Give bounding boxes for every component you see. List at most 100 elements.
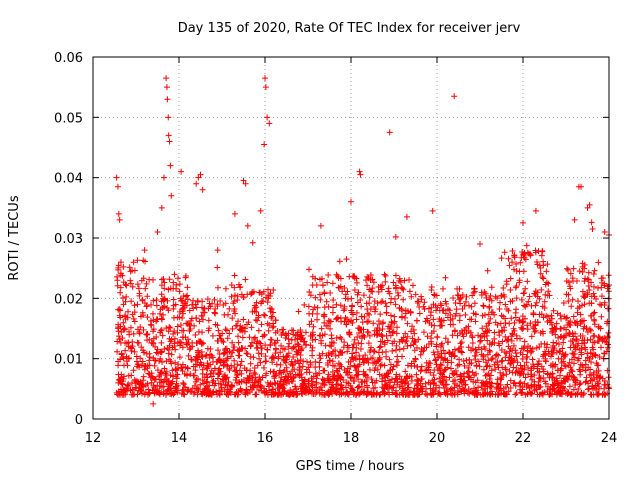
data-point [399,383,406,390]
data-point [459,349,466,356]
data-point [593,295,600,302]
data-point [400,296,407,303]
data-point [292,383,299,390]
data-point [184,364,191,371]
data-point [491,361,498,368]
data-point [493,384,500,391]
data-point [410,326,417,333]
data-point [262,358,269,365]
data-point [569,330,576,337]
data-point [368,376,375,383]
data-point [178,390,185,397]
data-point [390,328,397,335]
data-point [251,305,258,312]
data-point [271,340,278,347]
data-point [255,350,262,357]
data-point [199,353,206,360]
data-point [355,383,362,390]
data-point [254,317,261,324]
data-point [130,315,137,322]
data-point [193,376,200,383]
data-point [376,321,383,328]
data-point [364,384,371,391]
data-point [264,114,271,121]
data-point [192,367,199,374]
data-point [306,321,313,328]
data-point [119,381,126,388]
data-point [123,293,130,300]
data-point [544,313,551,320]
data-point [350,378,357,385]
data-point [460,358,467,365]
data-point [444,359,451,366]
data-point [272,329,279,336]
data-point [118,328,125,335]
data-point [146,276,153,283]
data-point [358,389,365,396]
data-point [532,291,539,298]
data-point [461,370,468,377]
data-point [277,349,284,356]
data-point [579,288,586,295]
data-point [348,295,355,302]
data-point [319,389,326,396]
data-point [179,314,186,321]
data-point [220,362,227,369]
data-point [488,297,495,304]
data-point [431,376,438,383]
data-point [267,293,274,300]
data-point [517,379,524,386]
data-point [179,305,186,312]
data-point [318,340,325,347]
data-point [482,385,489,392]
data-point [436,353,443,360]
data-point [393,347,400,354]
data-point [199,340,206,347]
data-point [524,322,531,329]
data-point [299,385,306,392]
data-point [452,367,459,374]
data-point [508,355,515,362]
data-point [493,351,500,358]
data-point [592,352,599,359]
data-point [422,318,429,325]
data-point [190,305,197,312]
data-point [180,379,187,386]
data-point [226,330,233,337]
data-point [215,366,222,373]
data-point [472,379,479,386]
data-point [382,272,389,279]
data-point [430,328,437,335]
data-point [481,289,488,296]
data-point [382,278,389,285]
data-point [565,266,572,273]
data-point [491,311,498,318]
data-point [282,331,289,338]
data-point [438,362,445,369]
data-point [559,383,566,390]
data-point [301,389,308,396]
data-point [158,339,165,346]
data-point [488,367,495,374]
data-point [338,374,345,381]
data-point [539,390,546,397]
data-point [536,391,543,398]
data-point [148,379,155,386]
data-point [431,322,438,329]
data-point [463,357,470,364]
data-point [511,379,518,386]
data-point [598,302,605,309]
data-point [320,367,327,374]
data-point [572,320,579,327]
data-point [571,216,578,223]
data-point [381,339,388,346]
data-point [393,375,400,382]
data-point [142,389,149,396]
data-point [203,351,210,358]
data-point [166,276,173,283]
data-point [167,385,174,392]
data-point [548,353,555,360]
data-point [214,247,221,254]
data-point [250,288,257,295]
data-point [150,340,157,347]
